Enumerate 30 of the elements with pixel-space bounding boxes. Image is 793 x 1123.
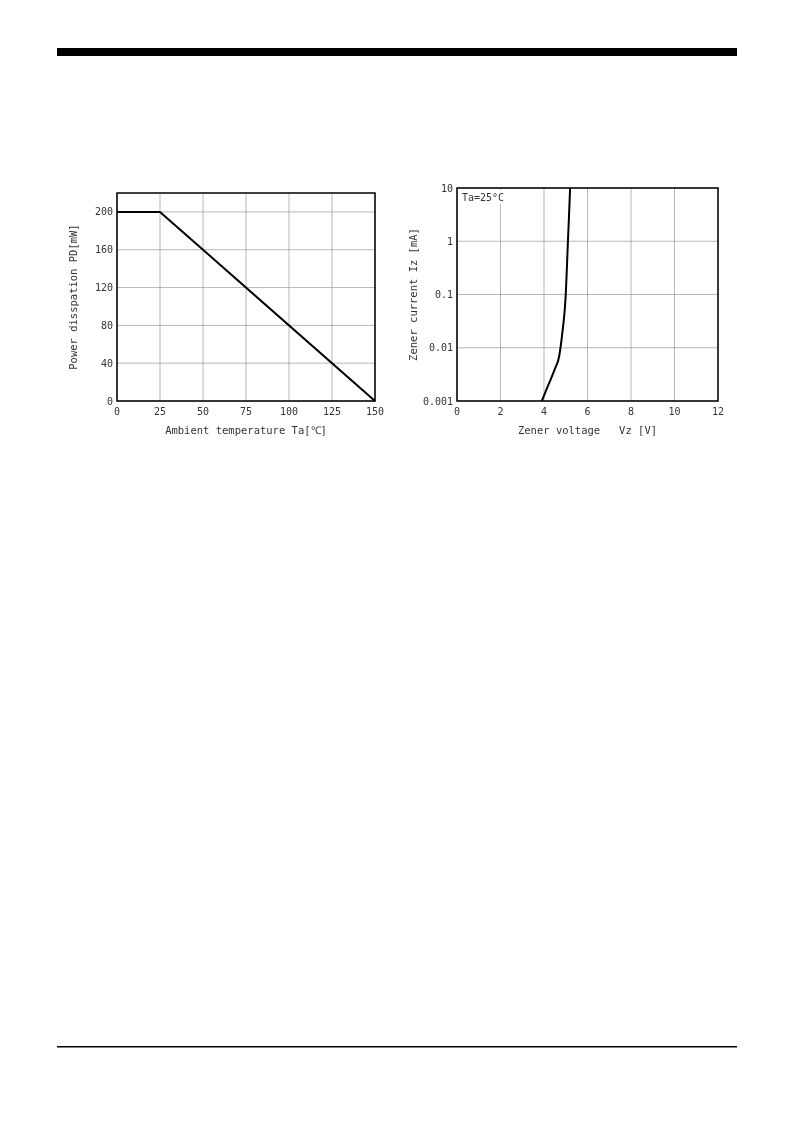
x-tick-label: 100 (279, 406, 299, 417)
y-tick-label: 0.001 (422, 395, 453, 407)
x-axis-title: Zener voltage Vz [V] (517, 424, 658, 436)
x-tick-label: 125 (322, 406, 342, 417)
x-tick-label: 12 (711, 406, 725, 417)
y-tick-label: 0 (106, 395, 113, 407)
y-axis-title: Zener current Iz [mA] (407, 228, 419, 361)
x-tick-label: 150 (365, 406, 385, 417)
y-tick-label: 120 (94, 282, 113, 294)
y-tick-label: 80 (100, 319, 113, 331)
x-tick-label: 4 (540, 406, 548, 417)
annotation: Ta=25°C (462, 192, 505, 203)
y-tick-label: 200 (94, 206, 113, 218)
x-tick-label: 0 (113, 406, 121, 417)
x-axis-title: Ambient temperature Ta[℃] (165, 424, 327, 436)
x-tick-label: 0 (453, 406, 461, 417)
y-tick-label: 1 (446, 235, 453, 247)
x-tick-label: 10 (668, 406, 681, 417)
x-tick-label: 8 (627, 406, 635, 417)
y-tick-label: 160 (94, 244, 113, 256)
x-tick-label: 25 (153, 406, 167, 417)
y-tick-label: 10 (440, 182, 453, 194)
y-axis-title: Power disspation PD[mW] (67, 224, 79, 370)
y-tick-label: 0.01 (428, 342, 453, 354)
x-tick-label: 2 (497, 406, 504, 417)
x-tick-label: 50 (196, 406, 210, 417)
x-tick-label: 75 (239, 406, 253, 417)
x-tick-label: 6 (584, 406, 591, 417)
y-tick-label: 40 (100, 357, 113, 369)
y-tick-label: 0.1 (434, 289, 453, 300)
